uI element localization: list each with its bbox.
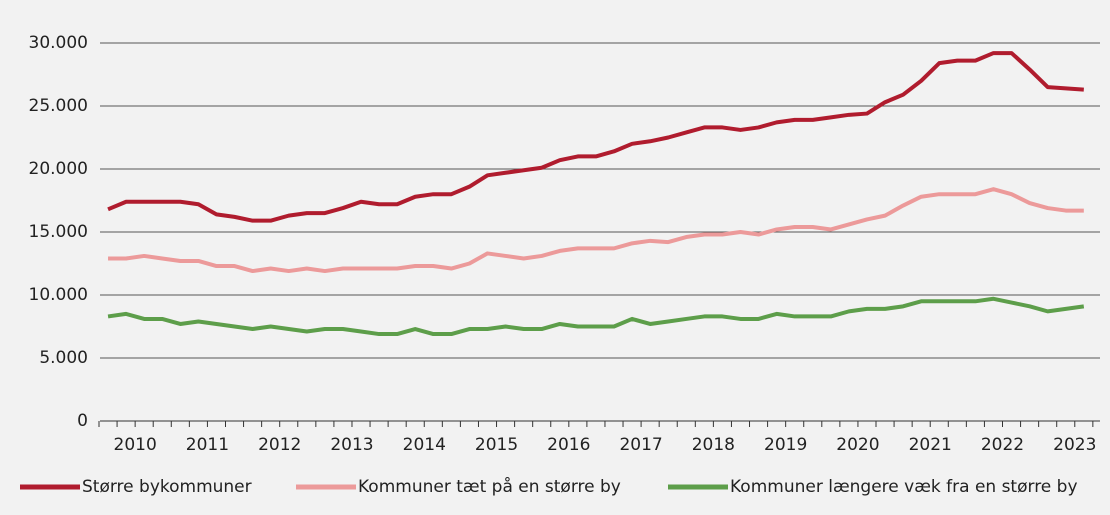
y-tick-label: 15.000 (29, 222, 88, 242)
legend-label: Kommuner tæt på en større by (358, 476, 621, 497)
series-line (107, 51, 1084, 223)
series-line (107, 296, 1085, 337)
x-tick-label: 2015 (475, 435, 518, 455)
y-tick-label: 5.000 (39, 348, 88, 368)
x-tick-label: 2018 (692, 435, 735, 455)
x-tick-label: 2022 (981, 435, 1024, 455)
series-line (108, 187, 1084, 274)
legend-label: Kommuner længere væk fra en større by (730, 477, 1078, 497)
legend-label: Større bykommuner (82, 477, 252, 497)
y-tick-label: 30.000 (29, 33, 88, 53)
x-tick-label: 2020 (836, 435, 879, 455)
x-tick-label: 2016 (547, 435, 590, 455)
y-tick-label: 25.000 (29, 96, 88, 116)
x-tick-label: 2019 (764, 435, 807, 455)
x-tick-label: 2023 (1053, 435, 1096, 455)
y-tick-label: 10.000 (29, 285, 88, 305)
x-tick-label: 2017 (619, 435, 662, 455)
x-tick-label: 2021 (909, 435, 952, 455)
y-tick-label: 20.000 (29, 159, 88, 179)
x-tick-label: 2010 (114, 435, 157, 455)
y-tick-label: 0 (77, 411, 88, 431)
x-tick-label: 2012 (258, 435, 301, 455)
x-tick-label: 2011 (186, 435, 229, 455)
x-tick-label: 2013 (330, 435, 373, 455)
x-tick-label: 2014 (403, 435, 446, 455)
